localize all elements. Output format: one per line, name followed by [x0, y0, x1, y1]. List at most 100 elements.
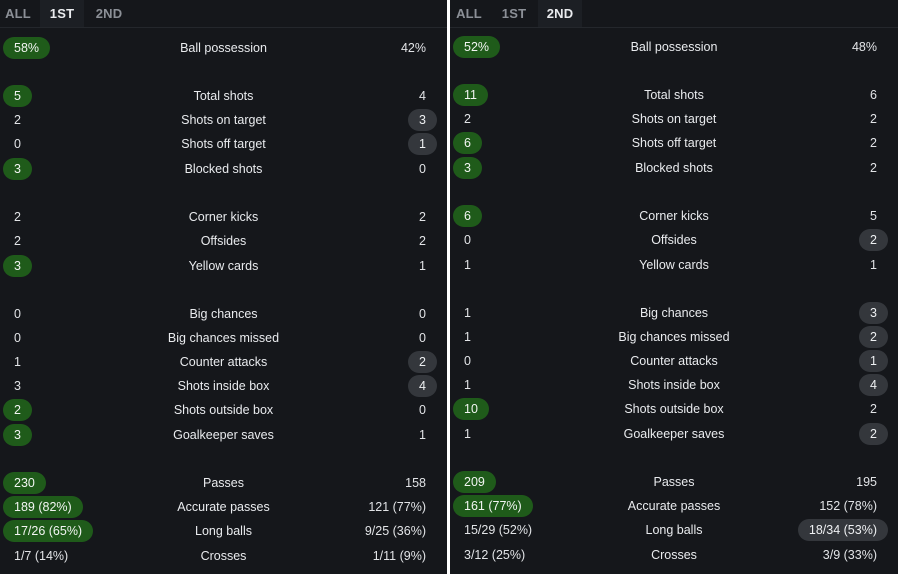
tab-1st[interactable]: 1ST: [501, 6, 527, 21]
away-value: 3: [408, 109, 437, 131]
stat-label: Accurate passes: [627, 499, 721, 513]
home-value: 6: [453, 205, 482, 227]
home-value: 0: [464, 354, 471, 368]
stat-row-goalkeeper-saves: 1 Goalkeeper saves 2: [450, 423, 898, 445]
away-value: 3/9 (33%): [822, 548, 877, 562]
home-value: 6: [453, 132, 482, 154]
away-value: 121 (77%): [368, 500, 426, 514]
stat-row-shots-on-target: 2 Shots on target 2: [450, 108, 898, 130]
tab-2nd[interactable]: 2ND: [95, 6, 123, 21]
away-value: 0: [419, 403, 426, 417]
stat-label: Crosses: [200, 549, 247, 563]
stat-row-big-chances-missed: 0 Big chances missed 0: [0, 327, 447, 349]
home-value: 11: [453, 84, 488, 106]
stat-row-shots-outside-box: 2 Shots outside box 0: [0, 399, 447, 421]
home-value: 0: [14, 331, 21, 345]
home-value: 2: [464, 112, 471, 126]
home-value: 2: [3, 399, 32, 421]
home-value: 3: [14, 379, 21, 393]
away-value: 2: [870, 112, 877, 126]
home-value: 3/12 (25%): [464, 548, 526, 562]
home-value: 1/7 (14%): [14, 549, 69, 563]
home-value: 230: [3, 472, 46, 494]
stat-row-passes: 230 Passes 158: [0, 472, 447, 494]
stat-row-shots-inside-box: 1 Shots inside box 4: [450, 374, 898, 396]
stat-label: Yellow cards: [188, 259, 259, 273]
away-value: 42%: [400, 41, 426, 55]
home-value: 3: [453, 157, 482, 179]
away-value: 2: [859, 326, 888, 348]
away-value: 4: [419, 89, 426, 103]
stat-label: Big chances: [189, 307, 258, 321]
stat-label: Goalkeeper saves: [623, 427, 725, 441]
stat-rows: 58% Ball possession 42% 5 Total shots 4 …: [0, 0, 447, 574]
stat-label: Shots off target: [181, 137, 266, 151]
stat-label: Total shots: [193, 89, 254, 103]
tab-all[interactable]: ALL: [456, 6, 482, 21]
stat-row-total-shots: 11 Total shots 6: [450, 84, 898, 106]
away-value: 2: [419, 210, 426, 224]
stat-row-big-chances: 0 Big chances 0: [0, 303, 447, 325]
away-value: 152 (78%): [819, 499, 877, 513]
stat-row-shots-on-target: 2 Shots on target 3: [0, 109, 447, 131]
stat-label: Goalkeeper saves: [173, 428, 274, 442]
away-value: 195: [856, 475, 877, 489]
home-value: 209: [453, 471, 496, 493]
stat-label: Shots outside box: [173, 403, 274, 417]
away-value: 0: [419, 331, 426, 345]
tab-2nd[interactable]: 2ND: [538, 0, 582, 27]
stat-label: Ball possession: [630, 40, 718, 54]
tab-1st[interactable]: 1ST: [40, 0, 84, 27]
stat-label: Corner kicks: [639, 209, 709, 223]
home-value: 3: [3, 255, 32, 277]
home-value: 2: [14, 113, 21, 127]
home-value: 58%: [3, 37, 51, 59]
away-value: 0: [419, 307, 426, 321]
home-value: 1: [464, 378, 471, 392]
stats-panel-first-half: ALL 1ST 2ND 58% Ball possession 42% 5 To…: [0, 0, 447, 574]
stat-label: Counter attacks: [179, 355, 268, 369]
away-value: 2: [859, 229, 888, 251]
stat-label: Big chances missed: [167, 331, 280, 345]
stat-row-big-chances-missed: 1 Big chances missed 2: [450, 326, 898, 348]
stat-label: Shots inside box: [628, 378, 720, 392]
stat-label: Counter attacks: [630, 354, 718, 368]
stat-row-counter-attacks: 1 Counter attacks 2: [0, 351, 447, 373]
away-value: 158: [405, 476, 426, 490]
stat-label: Accurate passes: [177, 500, 270, 514]
stat-row-goalkeeper-saves: 3 Goalkeeper saves 1: [0, 424, 447, 446]
stat-label: Big chances: [639, 306, 709, 320]
away-value: 3: [859, 302, 888, 324]
home-value: 189 (82%): [3, 496, 83, 518]
home-value: 161 (77%): [453, 495, 533, 517]
away-value: 1: [408, 133, 437, 155]
stat-row-shots-inside-box: 3 Shots inside box 4: [0, 375, 447, 397]
stat-row-yellow-cards: 1 Yellow cards 1: [450, 254, 898, 276]
away-value: 18/34 (53%): [797, 519, 888, 541]
home-value: 3: [3, 158, 32, 180]
home-value: 52%: [453, 36, 501, 58]
home-value: 1: [464, 258, 471, 272]
stats-panel-second-half: ALL 1ST 2ND 52% Ball possession 48% 11 T…: [450, 0, 898, 574]
away-value: 1/11 (9%): [372, 549, 426, 563]
away-value: 4: [408, 375, 437, 397]
tab-all[interactable]: ALL: [5, 6, 31, 21]
stat-label: Long balls: [195, 524, 252, 538]
home-value: 15/29 (52%): [464, 523, 533, 537]
home-value: 1: [464, 427, 471, 441]
stat-row-shots-off-target: 6 Shots off target 2: [450, 132, 898, 154]
stat-label: Blocked shots: [184, 162, 263, 176]
home-value: 5: [3, 85, 32, 107]
stat-row-long-balls: 17/26 (65%) Long balls 9/25 (36%): [0, 520, 447, 542]
home-value: 1: [464, 306, 471, 320]
away-value: 1: [419, 428, 426, 442]
stat-label: Shots outside box: [624, 402, 724, 416]
stat-row-ball-possession: 52% Ball possession 48%: [450, 36, 898, 58]
stat-row-total-shots: 5 Total shots 4: [0, 85, 447, 107]
stat-row-crosses: 1/7 (14%) Crosses 1/11 (9%): [0, 545, 447, 567]
stat-row-accurate-passes: 161 (77%) Accurate passes 152 (78%): [450, 495, 898, 517]
stat-row-blocked-shots: 3 Blocked shots 2: [450, 157, 898, 179]
stat-row-blocked-shots: 3 Blocked shots 0: [0, 158, 447, 180]
stat-row-long-balls: 15/29 (52%) Long balls 18/34 (53%): [450, 519, 898, 541]
